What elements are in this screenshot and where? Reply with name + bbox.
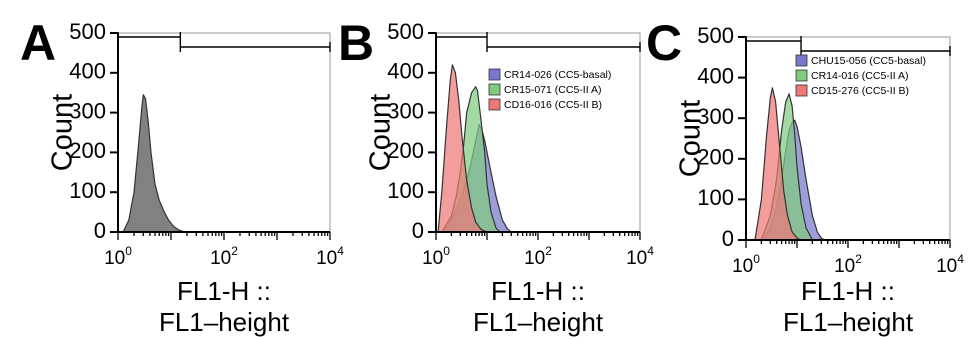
x-tick-label: 100	[104, 244, 132, 269]
histogram-series	[754, 87, 802, 241]
y-axis-label: Count	[47, 94, 79, 171]
legend-swatch	[795, 69, 808, 82]
legend-swatch	[488, 98, 501, 111]
panel-letter: A	[20, 15, 56, 71]
x-tick-exponent: 4	[957, 252, 964, 266]
panel-letter: B	[338, 15, 374, 71]
legend-label: CR14-016 (CC5-II A)	[811, 70, 908, 82]
y-tick-label: 500	[387, 19, 424, 44]
x-tick-base: 10	[210, 248, 231, 269]
y-axis-label: Count	[675, 100, 707, 177]
y-tick-label: 0	[412, 218, 424, 243]
x-tick-exponent: 4	[647, 244, 654, 258]
y-tick-label: 100	[697, 185, 734, 210]
y-tick-label: 400	[69, 59, 106, 84]
y-tick-label: 500	[69, 19, 106, 44]
x-tick-exponent: 0	[125, 244, 132, 258]
x-axis-label-line2: FL1–height	[783, 307, 914, 337]
x-tick-label: 100	[732, 252, 760, 277]
histogram-series	[437, 64, 490, 233]
y-tick-label: 100	[69, 178, 106, 203]
x-tick-exponent: 0	[753, 252, 760, 266]
legend-label: CHU15-056 (CC5-basal)	[811, 55, 926, 67]
x-tick-label: 104	[936, 252, 964, 277]
y-tick-label: 100	[387, 178, 424, 203]
x-tick-base: 10	[316, 248, 337, 269]
x-tick-exponent: 4	[337, 244, 344, 258]
x-tick-exponent: 2	[231, 244, 238, 258]
x-axis-label-line1: FL1-H ::	[801, 276, 895, 306]
y-tick-label: 200	[387, 138, 424, 163]
y-tick-label: 300	[697, 104, 734, 129]
y-tick-label: 200	[69, 138, 106, 163]
x-tick-label: 102	[210, 244, 238, 269]
x-tick-label: 102	[834, 252, 862, 277]
x-tick-label: 104	[316, 244, 344, 269]
x-axis-label-line2: FL1–height	[159, 307, 290, 337]
y-tick-label: 400	[387, 59, 424, 84]
y-tick-label: 0	[722, 226, 734, 251]
legend-label: CR15-071 (CC5-II A)	[504, 84, 601, 96]
y-tick-label: 200	[697, 145, 734, 170]
x-tick-exponent: 0	[443, 244, 450, 258]
x-axis-label-line1: FL1-H ::	[491, 276, 585, 306]
y-axis-label: Count	[365, 94, 397, 171]
x-tick-base: 10	[422, 248, 443, 269]
x-axis-label-line1: FL1-H ::	[177, 276, 271, 306]
y-tick-label: 300	[69, 98, 106, 123]
legend-label: CD15-276 (CC5-II B)	[811, 85, 909, 97]
y-tick-label: 500	[697, 23, 734, 48]
legend-label: CD16-016 (CC5-II B)	[504, 99, 602, 111]
histogram-series	[122, 94, 186, 233]
y-tick-label: 0	[94, 218, 106, 243]
x-tick-base: 10	[524, 248, 545, 269]
legend-swatch	[795, 54, 808, 67]
x-tick-base: 10	[104, 248, 125, 269]
y-tick-label: 300	[387, 98, 424, 123]
x-tick-label: 100	[422, 244, 450, 269]
x-tick-base: 10	[936, 256, 957, 277]
legend-swatch	[488, 68, 501, 81]
panel-letter: C	[646, 15, 682, 71]
x-tick-label: 104	[626, 244, 654, 269]
x-tick-exponent: 2	[855, 252, 862, 266]
legend-swatch	[795, 84, 808, 97]
x-tick-label: 102	[524, 244, 552, 269]
y-tick-label: 400	[697, 63, 734, 88]
x-tick-exponent: 2	[545, 244, 552, 258]
x-tick-base: 10	[834, 256, 855, 277]
legend-label: CR14-026 (CC5-basal)	[504, 69, 611, 81]
x-tick-base: 10	[626, 248, 647, 269]
legend-swatch	[488, 83, 501, 96]
x-tick-base: 10	[732, 256, 753, 277]
x-axis-label-line2: FL1–height	[473, 307, 604, 337]
